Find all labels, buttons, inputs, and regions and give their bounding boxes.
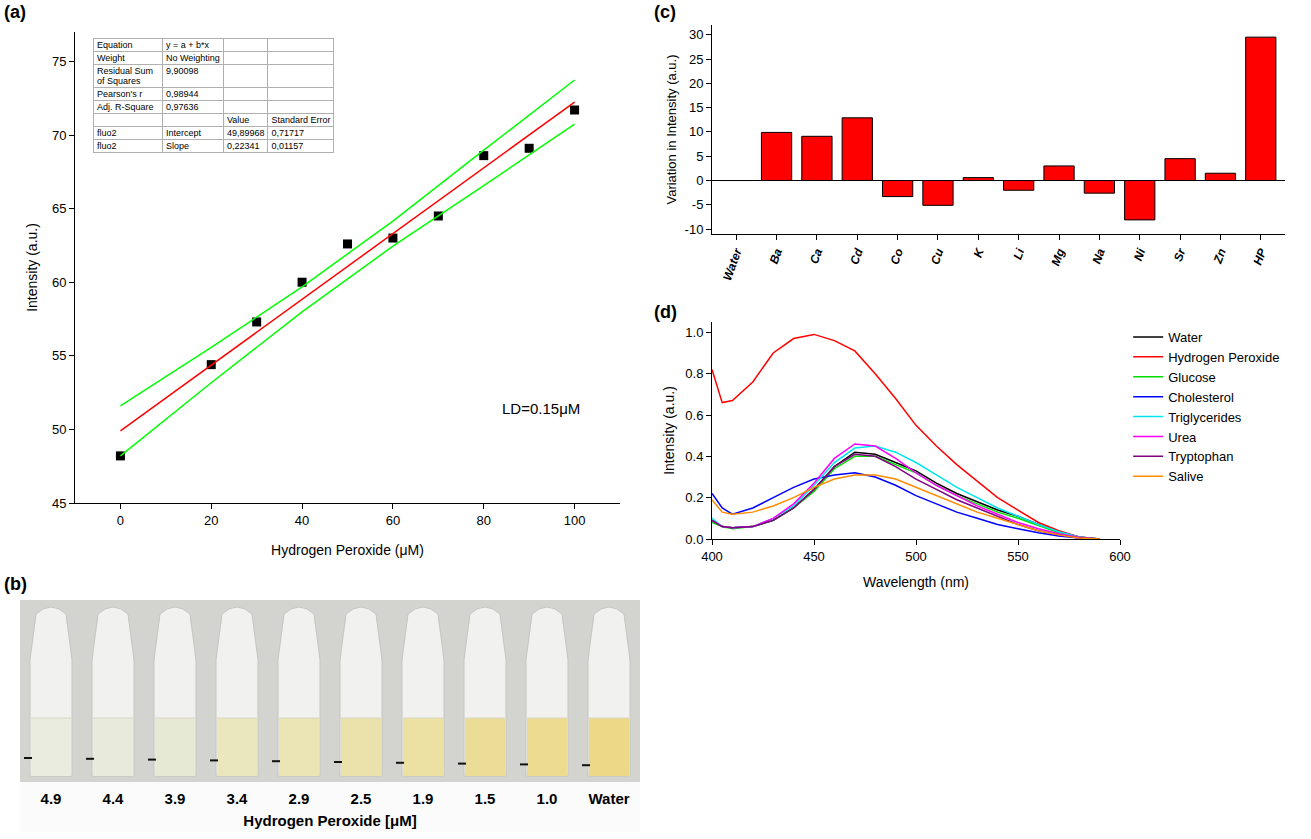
svg-text:0.6: 0.6 xyxy=(685,408,703,423)
svg-text:Intensity (a.u.): Intensity (a.u.) xyxy=(661,386,677,475)
svg-text:K: K xyxy=(971,245,988,259)
svg-text:10: 10 xyxy=(689,124,703,139)
svg-text:0.0: 0.0 xyxy=(685,532,703,547)
svg-text:Ni: Ni xyxy=(1131,246,1148,263)
svg-text:30: 30 xyxy=(689,27,703,42)
svg-text:1.9: 1.9 xyxy=(413,790,434,807)
svg-text:Triglycerides: Triglycerides xyxy=(1168,410,1242,425)
html-text:Residual Sum of Squares: Residual Sum of Squares xyxy=(97,66,153,86)
html-text:0,98944: 0,98944 xyxy=(166,89,199,99)
html-text:(d): (d) xyxy=(654,302,677,322)
svg-text:45: 45 xyxy=(52,496,66,511)
svg-text:5: 5 xyxy=(696,149,703,164)
html-text:No Weighting: No Weighting xyxy=(166,53,220,63)
svg-text:3.4: 3.4 xyxy=(227,790,249,807)
html-text:0,71717: 0,71717 xyxy=(271,128,304,138)
svg-text:25: 25 xyxy=(689,52,703,67)
svg-text:Li: Li xyxy=(1010,246,1027,261)
svg-text:Sr: Sr xyxy=(1171,245,1189,263)
html-text:0,01157: 0,01157 xyxy=(271,141,304,151)
html-text:0,97636: 0,97636 xyxy=(166,102,199,112)
svg-text:60: 60 xyxy=(386,513,400,528)
html-text:y = a + b*x: y = a + b*x xyxy=(166,40,209,50)
svg-text:Glucose: Glucose xyxy=(1168,370,1216,385)
svg-text:Intensity (a.u.): Intensity (a.u.) xyxy=(24,223,40,312)
svg-text:0.4: 0.4 xyxy=(685,449,703,464)
html-text:0,22341: 0,22341 xyxy=(226,141,260,151)
html-text:(c): (c) xyxy=(654,2,676,22)
html-text:49,89968: 49,89968 xyxy=(226,128,265,138)
svg-text:400: 400 xyxy=(701,549,723,564)
svg-text:600: 600 xyxy=(1109,549,1131,564)
svg-text:Cd: Cd xyxy=(847,246,866,266)
svg-text:60: 60 xyxy=(52,275,66,290)
svg-text:4.4: 4.4 xyxy=(103,790,125,807)
html-text:Weight: Weight xyxy=(97,53,125,63)
svg-text:Water: Water xyxy=(588,790,629,807)
svg-text:Zn: Zn xyxy=(1210,247,1229,267)
html-text:Equation: Equation xyxy=(97,40,133,50)
svg-text:Hydrogen Peroxide: Hydrogen Peroxide xyxy=(1168,350,1279,365)
svg-text:3.9: 3.9 xyxy=(165,790,186,807)
html-text:fluo2: fluo2 xyxy=(97,128,117,138)
svg-text:550: 550 xyxy=(1007,549,1029,564)
svg-text:20: 20 xyxy=(689,76,703,91)
svg-text:LD=0.15μM: LD=0.15μM xyxy=(502,400,580,417)
svg-text:-5: -5 xyxy=(692,197,704,212)
svg-text:4.9: 4.9 xyxy=(41,790,62,807)
html-text:9,90098: 9,90098 xyxy=(166,66,199,76)
svg-text:Water: Water xyxy=(720,245,745,282)
svg-text:80: 80 xyxy=(477,513,491,528)
html-text:Slope: Slope xyxy=(166,141,189,151)
svg-text:Variation in Intensity (a.u.): Variation in Intensity (a.u.) xyxy=(664,54,679,204)
html-text:Standard Error: Standard Error xyxy=(271,115,331,125)
svg-text:75: 75 xyxy=(52,54,66,69)
svg-text:Cholesterol: Cholesterol xyxy=(1168,390,1234,405)
svg-text:Wavelength (nm): Wavelength (nm) xyxy=(863,574,969,590)
svg-text:55: 55 xyxy=(52,348,66,363)
svg-text:Mg: Mg xyxy=(1048,246,1067,268)
svg-text:1.0: 1.0 xyxy=(685,325,703,340)
html-text:fluo2: fluo2 xyxy=(97,141,117,151)
svg-text:Salive: Salive xyxy=(1168,469,1203,484)
svg-text:50: 50 xyxy=(52,422,66,437)
svg-text:HP: HP xyxy=(1250,246,1269,267)
svg-text:Water: Water xyxy=(1168,330,1203,345)
svg-text:2.5: 2.5 xyxy=(351,790,372,807)
svg-text:Ca: Ca xyxy=(807,246,826,266)
svg-text:Urea: Urea xyxy=(1168,430,1197,445)
svg-text:70: 70 xyxy=(52,128,66,143)
svg-text:-10: -10 xyxy=(685,222,704,237)
svg-text:Ba: Ba xyxy=(767,246,786,266)
svg-text:1.5: 1.5 xyxy=(475,790,496,807)
svg-text:65: 65 xyxy=(52,201,66,216)
svg-text:20: 20 xyxy=(204,513,218,528)
html-text:Adj. R-Square: Adj. R-Square xyxy=(97,102,154,112)
svg-text:Hydrogen Peroxide (μM): Hydrogen Peroxide (μM) xyxy=(271,542,424,558)
svg-text:0.8: 0.8 xyxy=(685,366,703,381)
html-text:Intercept: Intercept xyxy=(166,128,201,138)
svg-text:100: 100 xyxy=(564,513,586,528)
svg-text:15: 15 xyxy=(689,100,703,115)
html-text:(a): (a) xyxy=(4,2,26,22)
svg-text:1.0: 1.0 xyxy=(537,790,558,807)
html-text:Value: Value xyxy=(226,115,250,125)
svg-text:0.2: 0.2 xyxy=(685,490,703,505)
html-text:(b): (b) xyxy=(4,574,27,594)
svg-text:Cu: Cu xyxy=(928,246,947,266)
html-text:Pearson's r: Pearson's r xyxy=(97,89,143,99)
svg-text:Na: Na xyxy=(1089,246,1108,266)
svg-text:40: 40 xyxy=(295,513,309,528)
svg-text:Tryptophan: Tryptophan xyxy=(1168,449,1233,464)
svg-text:Co: Co xyxy=(887,247,906,267)
svg-text:2.9: 2.9 xyxy=(289,790,310,807)
svg-text:0: 0 xyxy=(696,173,703,188)
svg-text:Hydrogen Peroxide [μM]: Hydrogen Peroxide [μM] xyxy=(243,812,416,829)
svg-text:450: 450 xyxy=(803,549,825,564)
svg-text:500: 500 xyxy=(905,549,927,564)
svg-text:0: 0 xyxy=(117,513,124,528)
